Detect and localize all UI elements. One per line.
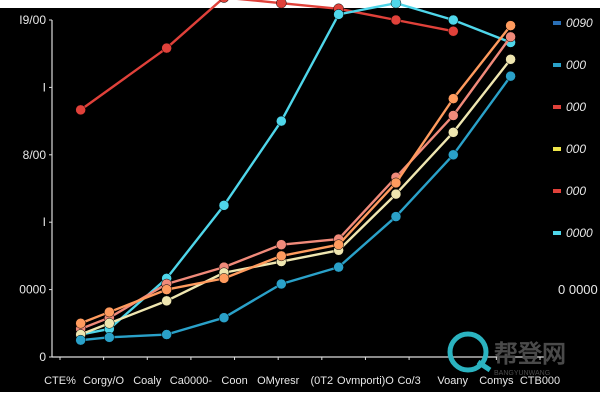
data-point (75, 104, 86, 116)
legend-label: 000 (566, 184, 586, 198)
data-point (448, 127, 459, 138)
x-tick-label: CTE% (44, 375, 76, 387)
data-point (218, 273, 230, 284)
data-point (104, 306, 115, 318)
chart-background (0, 8, 600, 392)
y-tick-label: 0000 (19, 283, 46, 297)
legend-swatch (553, 231, 561, 235)
data-point (505, 20, 516, 31)
data-point (333, 239, 344, 250)
x-tick-label: Comys (479, 375, 514, 387)
x-tick-label: Corgy/O (83, 375, 124, 387)
data-point (390, 0, 402, 9)
y-tick-label: 0 (39, 350, 46, 364)
x-tick-label: Co/3 (397, 375, 420, 387)
x-tick-label: (0T2 (311, 375, 334, 387)
data-point (448, 110, 459, 121)
x-tick-label: Ovmporti)O (337, 375, 394, 387)
data-point (448, 14, 459, 26)
x-tick-label: Voany (437, 375, 468, 387)
legend-swatch (553, 63, 561, 67)
watermark-logo-icon (447, 331, 489, 373)
watermark-subtext: BANGYUNWANG (494, 370, 550, 377)
data-point (219, 0, 229, 3)
y-tick-label: 8/00 (23, 148, 47, 162)
y-tick-label: I9/00 (19, 13, 46, 27)
data-point (448, 25, 459, 37)
legend-bottom-label: 0 0000 (558, 282, 598, 297)
data-point (276, 239, 287, 250)
legend-label: 0090 (566, 16, 593, 30)
legend-label: 000 (566, 58, 586, 72)
legend-swatch (553, 147, 561, 151)
y-tick-label: I (43, 215, 46, 229)
data-point (505, 31, 516, 43)
watermark: 帮登网 BANGYUNWANG (447, 331, 566, 377)
legend-label: 0000 (566, 226, 593, 240)
data-point (390, 188, 402, 200)
data-point (505, 54, 516, 65)
x-tick-label: Coaly (133, 375, 162, 387)
data-point (448, 93, 459, 104)
x-tick-label: CTB000 (520, 375, 560, 387)
data-point (161, 284, 172, 295)
data-point (104, 318, 115, 329)
data-point (505, 70, 516, 82)
data-point (276, 0, 287, 9)
x-tick-label: OMyresr (257, 375, 300, 387)
data-point (390, 177, 402, 189)
data-point (218, 312, 230, 323)
data-point (75, 318, 86, 329)
series-group (75, 0, 516, 346)
data-point (218, 200, 230, 211)
legend-swatch (553, 189, 561, 193)
watermark-logo-tail (476, 359, 492, 373)
data-point (104, 332, 115, 343)
x-tick-label: Ca0000- (170, 375, 213, 387)
data-point (276, 278, 287, 290)
data-point (333, 9, 344, 20)
data-point (276, 115, 287, 127)
data-point (448, 149, 459, 161)
data-point (161, 42, 172, 54)
data-point (75, 334, 86, 346)
data-point (276, 250, 287, 262)
watermark-text: 帮登网 (494, 341, 566, 368)
legend-swatch (553, 105, 561, 109)
data-point (161, 295, 172, 307)
x-tick-label: Coon (221, 375, 247, 387)
data-point (390, 211, 402, 222)
data-point (333, 261, 344, 273)
legend-swatch (553, 21, 561, 25)
data-point (161, 329, 172, 340)
legend-label: 000 (566, 142, 586, 156)
data-point (390, 14, 402, 26)
y-tick-label: I (43, 80, 46, 94)
legend-label: 000 (566, 100, 586, 114)
